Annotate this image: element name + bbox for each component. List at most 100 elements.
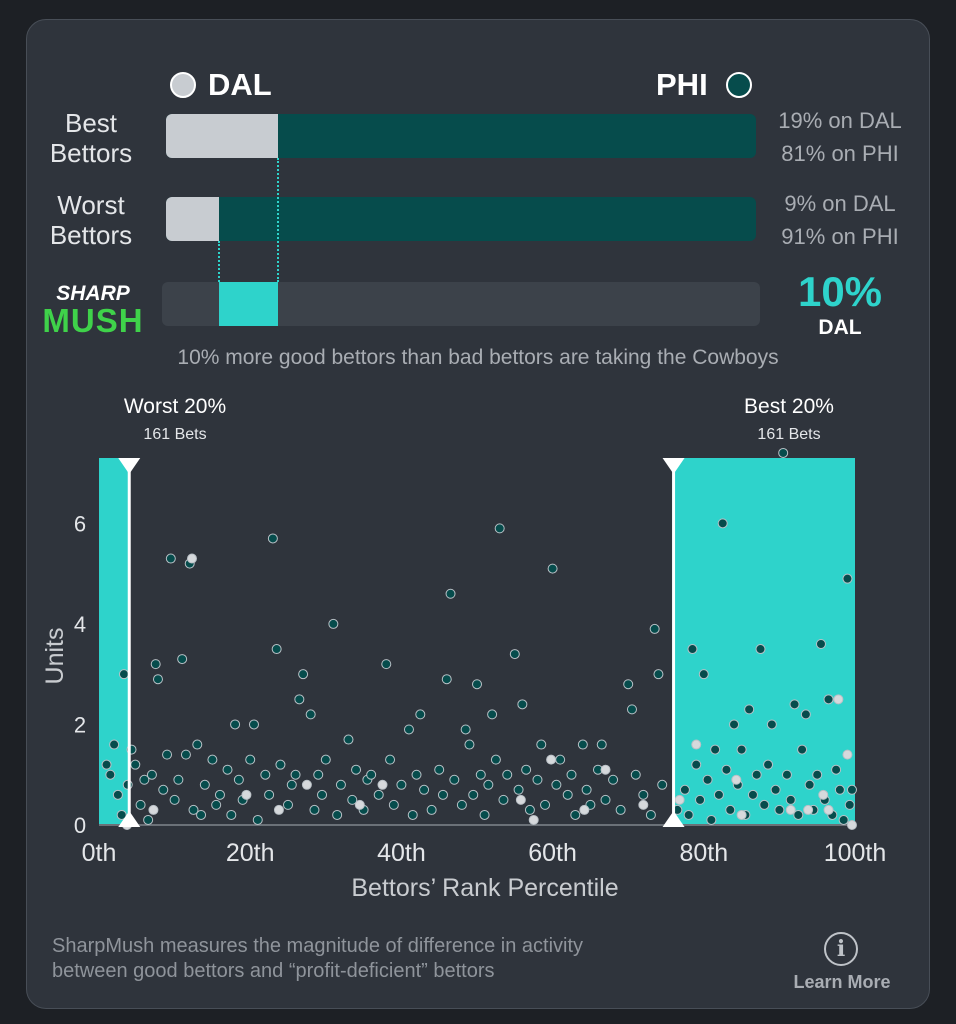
best-bettors-label: Best Bettors (26, 108, 156, 168)
range-handle-top-0 (118, 458, 141, 474)
dal-bet-point-22 (833, 694, 844, 705)
phi-bet-point-8 (130, 759, 141, 770)
phi-bet-point-165 (842, 573, 853, 584)
logo-mush-text: MUSH (42, 302, 144, 339)
phi-bet-point-62 (373, 789, 384, 800)
dal-bet-point-15 (691, 739, 702, 750)
phi-bet-point-142 (755, 644, 766, 655)
phi-bet-point-46 (294, 694, 305, 705)
dal-bet-point-20 (818, 789, 829, 800)
phi-bet-point-164 (838, 814, 849, 825)
phi-bet-point-133 (721, 764, 732, 775)
phi-bet-point-65 (388, 799, 399, 810)
sharpmush-logo: SHARP MUSH (36, 282, 150, 339)
phi-bet-point-58 (351, 764, 362, 775)
phi-bet-point-1 (105, 769, 116, 780)
phi-bet-point-47 (298, 669, 309, 680)
phi-bet-point-152 (793, 809, 804, 820)
range-handle-bottom-0 (118, 811, 141, 827)
phi-bet-point-28 (211, 799, 222, 810)
phi-bet-point-13 (150, 659, 161, 670)
worst-bettors-label-line1: Worst (57, 190, 125, 220)
dal-bet-point-21 (823, 804, 834, 815)
phi-bet-point-66 (396, 779, 407, 790)
dal-bet-point-10 (546, 754, 557, 765)
worst-bettors-pct: 9% on DAL 91% on PHI (760, 187, 920, 253)
phi-bet-point-98 (540, 799, 551, 810)
best-bettors-label-line2: Bettors (49, 138, 133, 168)
phi-bet-point-167 (846, 784, 857, 795)
dal-bet-point-24 (846, 820, 857, 830)
phi-bet-point-26 (199, 779, 210, 790)
phi-bet-point-23 (188, 804, 199, 815)
dal-bet-point-11 (579, 804, 590, 815)
phi-color-dot (726, 72, 752, 98)
worst-bettors-label: Worst Bettors (26, 190, 156, 250)
footer-line1: SharpMush measures the magnitude of diff… (52, 935, 584, 957)
best-bettors-dal-fill (166, 114, 279, 158)
phi-bet-point-97 (536, 739, 547, 750)
phi-bet-point-12 (146, 769, 157, 780)
phi-bet-point-105 (577, 739, 588, 750)
phi-bet-point-163 (834, 784, 845, 795)
phi-bet-point-151 (789, 699, 800, 710)
dal-bet-point-4 (273, 804, 284, 815)
phi-bet-point-27 (207, 754, 218, 765)
dal-bet-point-5 (301, 779, 312, 790)
highlight-band-0 (99, 458, 130, 825)
x-tick-label-4: 80th (679, 839, 728, 867)
best-divider-dashed-line (277, 158, 280, 282)
dal-bet-point-7 (377, 779, 388, 790)
info-icon[interactable]: i (824, 932, 858, 966)
y-tick-label-2: 4 (74, 612, 86, 637)
phi-bet-point-84 (479, 809, 490, 820)
phi-bet-point-29 (214, 789, 225, 800)
phi-bet-point-43 (283, 799, 293, 810)
worst-group-count: 161 Bets (143, 426, 207, 443)
best-bettors-dal-text: 19% on DAL (778, 108, 902, 133)
phi-bet-point-140 (747, 789, 758, 800)
phi-bet-point-149 (781, 769, 792, 780)
phi-bet-point-0 (101, 759, 112, 770)
phi-bet-point-93 (517, 699, 528, 710)
phi-bet-point-86 (487, 709, 498, 720)
dal-bet-point-17 (736, 809, 747, 820)
y-tick-label-1: 2 (74, 712, 86, 737)
phi-bet-point-30 (222, 764, 233, 775)
phi-bet-point-64 (385, 754, 396, 765)
x-axis-label: Bettors’ Rank Percentile (351, 874, 618, 902)
footer-description: SharpMush measures the magnitude of diff… (52, 934, 752, 984)
phi-bet-point-25 (196, 809, 207, 820)
phi-bet-point-92 (513, 784, 524, 795)
x-tick-label-2: 40th (377, 839, 426, 867)
phi-bet-point-109 (596, 739, 607, 750)
phi-bet-point-125 (691, 759, 702, 770)
phi-bet-point-85 (483, 779, 494, 790)
dal-bet-point-12 (600, 764, 611, 775)
phi-bet-point-154 (800, 709, 811, 720)
phi-bet-point-160 (823, 694, 834, 705)
phi-bet-point-3 (112, 789, 123, 800)
dal-bet-point-19 (803, 804, 814, 815)
phi-bet-point-79 (460, 724, 471, 735)
dal-bet-point-18 (785, 804, 796, 815)
phi-bet-point-68 (407, 809, 418, 820)
phi-bet-point-148 (778, 447, 789, 458)
phi-bet-point-90 (502, 769, 513, 780)
best-bettors-phi-text: 81% on PHI (781, 141, 899, 166)
phi-bet-point-70 (415, 709, 426, 720)
learn-more-link[interactable]: Learn More (793, 972, 891, 992)
worst-bettors-dal-fill (166, 197, 220, 241)
phi-bet-point-110 (600, 794, 611, 805)
phi-bet-point-44 (286, 779, 297, 790)
phi-bet-point-112 (615, 804, 626, 815)
phi-bet-point-45 (290, 769, 301, 780)
phi-bet-point-32 (230, 719, 241, 730)
phi-bet-point-82 (472, 679, 482, 690)
phi-bet-point-123 (683, 809, 694, 820)
sharpmush-caption: 10% more good bettors than bad bettors a… (177, 346, 779, 369)
phi-bet-point-101 (555, 754, 566, 765)
phi-bet-point-73 (434, 764, 445, 775)
worst-divider-dashed-line (218, 241, 221, 282)
phi-bet-point-132 (717, 518, 728, 529)
